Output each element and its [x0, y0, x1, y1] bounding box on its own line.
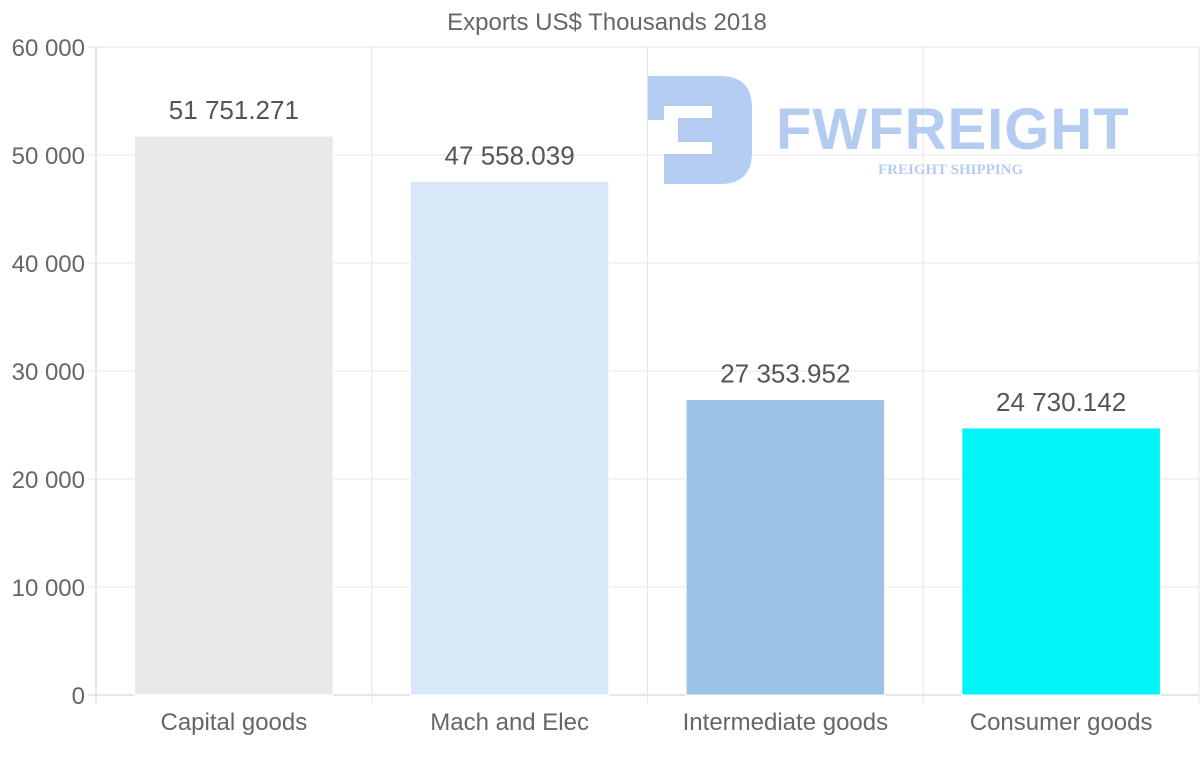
y-tick-label: 0 — [72, 683, 85, 710]
watermark-tagline: FREIGHT SHIPPING — [878, 162, 1023, 178]
watermark-logo: FWFREIGHT FREIGHT SHIPPING — [648, 76, 1130, 184]
fw-logo-icon — [648, 76, 752, 184]
y-tick-label: 30 000 — [12, 359, 85, 386]
x-axis: Capital goods Mach and Elec Intermediate g… — [160, 709, 1152, 736]
y-tick-label: 10 000 — [12, 575, 85, 602]
data-label: 27 353.952 — [720, 359, 850, 389]
y-axis: 0 10 000 20 000 30 000 40 000 50 000 60 000 — [12, 35, 85, 710]
data-label: 24 730.142 — [996, 387, 1126, 417]
x-tick-label: Consumer goods — [970, 709, 1153, 736]
y-tick-label: 60 000 — [12, 35, 85, 62]
chart-title: Exports US$ Thousands 2018 — [447, 9, 767, 36]
data-label: 47 558.039 — [445, 140, 575, 170]
x-tick-label: Intermediate goods — [683, 709, 888, 736]
bar-intermediate-goods[interactable] — [685, 399, 886, 696]
bar-mach-and-elec[interactable] — [409, 180, 610, 696]
x-tick-label: Capital goods — [160, 709, 307, 736]
y-tick-label: 40 000 — [12, 251, 85, 278]
x-tick-label: Mach and Elec — [430, 709, 589, 736]
watermark-brand: FWFREIGHT — [776, 97, 1130, 162]
bars: 51 751.271 47 558.039 27 353.952 24 730.142 — [134, 95, 1161, 696]
data-label: 51 751.271 — [169, 95, 299, 125]
y-tick-label: 50 000 — [12, 143, 85, 170]
y-tick-label: 20 000 — [12, 467, 85, 494]
bar-consumer-goods[interactable] — [961, 427, 1161, 696]
bar-capital-goods[interactable] — [134, 135, 334, 696]
